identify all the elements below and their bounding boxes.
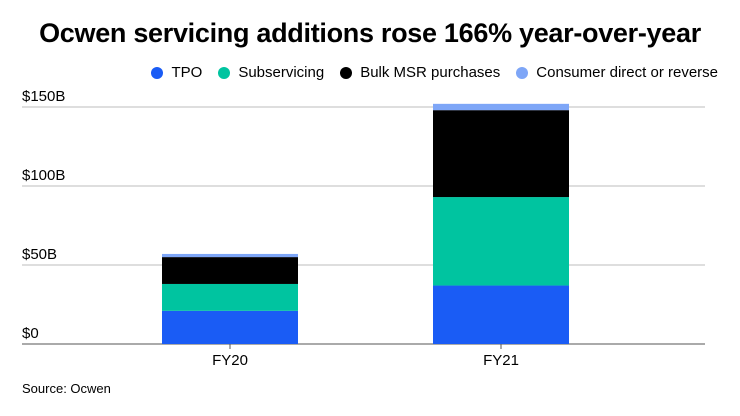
bar-segment-subservicing-fy20 — [162, 283, 298, 311]
x-tick-label: FY21 — [483, 352, 519, 369]
legend-swatch — [218, 66, 231, 79]
legend-item-bulk-msr-purchases: Bulk MSR purchases — [340, 64, 500, 81]
y-tick-label: $100B — [22, 167, 65, 184]
legend-swatch — [516, 66, 529, 79]
bar-segment-tpo-fy20 — [162, 310, 298, 344]
legend-swatch — [151, 66, 164, 79]
x-tick-label: FY20 — [212, 352, 248, 369]
bar-segment-subservicing-fy21 — [433, 197, 569, 286]
bar-segment-bulk-msr-purchases-fy20 — [162, 257, 298, 284]
bar-segment-consumer-direct-or-reverse-fy21 — [433, 103, 569, 111]
legend-label: Bulk MSR purchases — [360, 64, 501, 81]
legend-item-tpo: TPO — [151, 64, 202, 81]
y-tick-label: $50B — [22, 246, 57, 263]
bar-segment-consumer-direct-or-reverse-fy20 — [162, 253, 298, 258]
legend-label: Subservicing — [238, 64, 325, 81]
y-tick-label: $0 — [22, 325, 39, 342]
y-tick-label: $150B — [22, 88, 65, 105]
chart-legend: TPO Subservicing Bulk MSR purchases Consume… — [135, 64, 718, 81]
chart-title: Ocwen servicing additions rose 166% year… — [39, 18, 701, 48]
legend-item-subservicing: Subservicing — [218, 64, 324, 81]
legend-item-consumer-direct-or-reverse: Consumer direct or reverse — [516, 64, 718, 81]
legend-swatch — [340, 66, 353, 79]
legend-label: TPO — [171, 64, 203, 81]
legend-label: Consumer direct or reverse — [536, 64, 718, 81]
source-note: Source: Ocwen — [22, 381, 111, 396]
bar-segment-tpo-fy21 — [433, 285, 569, 344]
bar-segment-bulk-msr-purchases-fy21 — [433, 110, 569, 198]
